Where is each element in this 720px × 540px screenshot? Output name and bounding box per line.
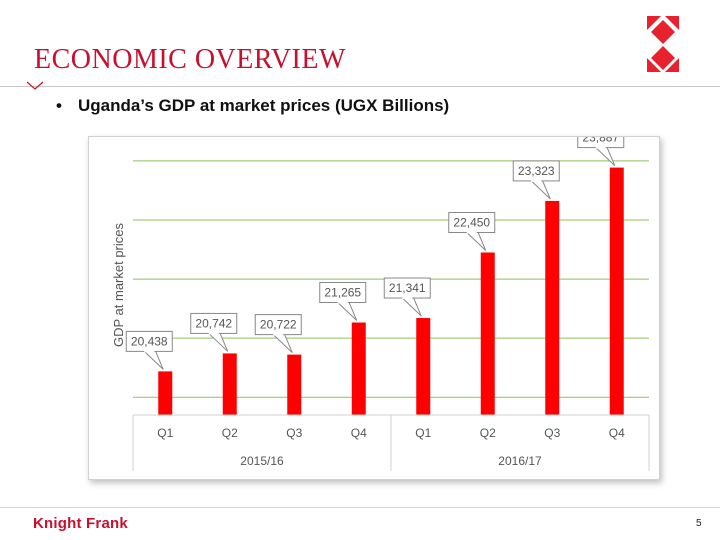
bar-3	[351, 322, 366, 415]
slide-title: ECONOMIC OVERVIEW	[34, 44, 346, 75]
bar-7	[609, 167, 624, 415]
title-notch-icon	[26, 81, 44, 90]
x-tick-label-3: Q4	[351, 426, 367, 440]
callout-join-4	[402, 296, 413, 300]
bar-2	[287, 354, 302, 415]
data-label-0: 20,438	[131, 334, 168, 348]
bar-5	[480, 252, 495, 415]
bar-6	[545, 200, 560, 415]
title-divider	[0, 86, 720, 87]
x-tick-label-7: Q4	[609, 426, 625, 440]
data-label-2: 20,722	[260, 318, 297, 332]
x-tick-label-5: Q2	[480, 426, 496, 440]
callout-pointer-4	[399, 296, 422, 317]
bar-1	[222, 353, 237, 415]
bar-4	[416, 318, 431, 415]
data-label-4: 21,341	[389, 281, 426, 295]
callout-pointer-0	[141, 349, 164, 370]
callout-join-0	[144, 349, 155, 353]
callout-pointer-2	[270, 333, 293, 353]
data-label-7: 23,887	[582, 137, 619, 145]
x-tick-label-4: Q1	[415, 426, 431, 440]
callout-join-2	[273, 332, 284, 336]
y-axis-label: GDP at market prices	[111, 222, 126, 347]
brand-name: Knight Frank	[33, 515, 128, 532]
gdp-bar-chart: GDP at market prices 20,438 Q1 20,742 Q2 20,7…	[111, 137, 650, 471]
x-tick-label-1: Q2	[222, 426, 238, 440]
callout-pointer-1	[206, 331, 229, 352]
callout-pointer-5	[464, 231, 487, 251]
x-tick-label-2: Q3	[286, 426, 302, 440]
callout-join-1	[208, 331, 219, 335]
x-tick-label-0: Q1	[157, 426, 173, 440]
callout-join-6	[531, 178, 542, 182]
chart-caption: • Uganda’s GDP at market prices (UGX Bill…	[56, 96, 449, 116]
data-label-3: 21,265	[324, 286, 361, 300]
data-label-5: 22,450	[453, 216, 490, 230]
x-tick-label-6: Q3	[544, 426, 560, 440]
knight-frank-logo-icon	[647, 16, 679, 72]
x-group-label-1: 2016/17	[498, 454, 542, 468]
x-group-label-0: 2015/16	[240, 454, 284, 468]
footer-divider	[0, 507, 720, 508]
callout-join-5	[466, 230, 477, 234]
bar-0	[158, 371, 173, 415]
callout-join-7	[595, 145, 606, 149]
callout-pointer-3	[335, 301, 358, 321]
callout-pointer-7	[593, 146, 616, 166]
page-number: 5	[696, 518, 702, 529]
gdp-chart: GDP at market prices 20,438 Q1 20,742 Q2 20,7…	[88, 136, 660, 480]
callout-pointer-6	[528, 179, 551, 200]
bullet-mark: •	[56, 96, 62, 115]
data-label-6: 23,323	[518, 164, 555, 178]
data-label-1: 20,742	[195, 316, 232, 330]
chart-caption-text: Uganda’s GDP at market prices (UGX Billi…	[77, 96, 450, 115]
callout-join-3	[337, 300, 348, 304]
